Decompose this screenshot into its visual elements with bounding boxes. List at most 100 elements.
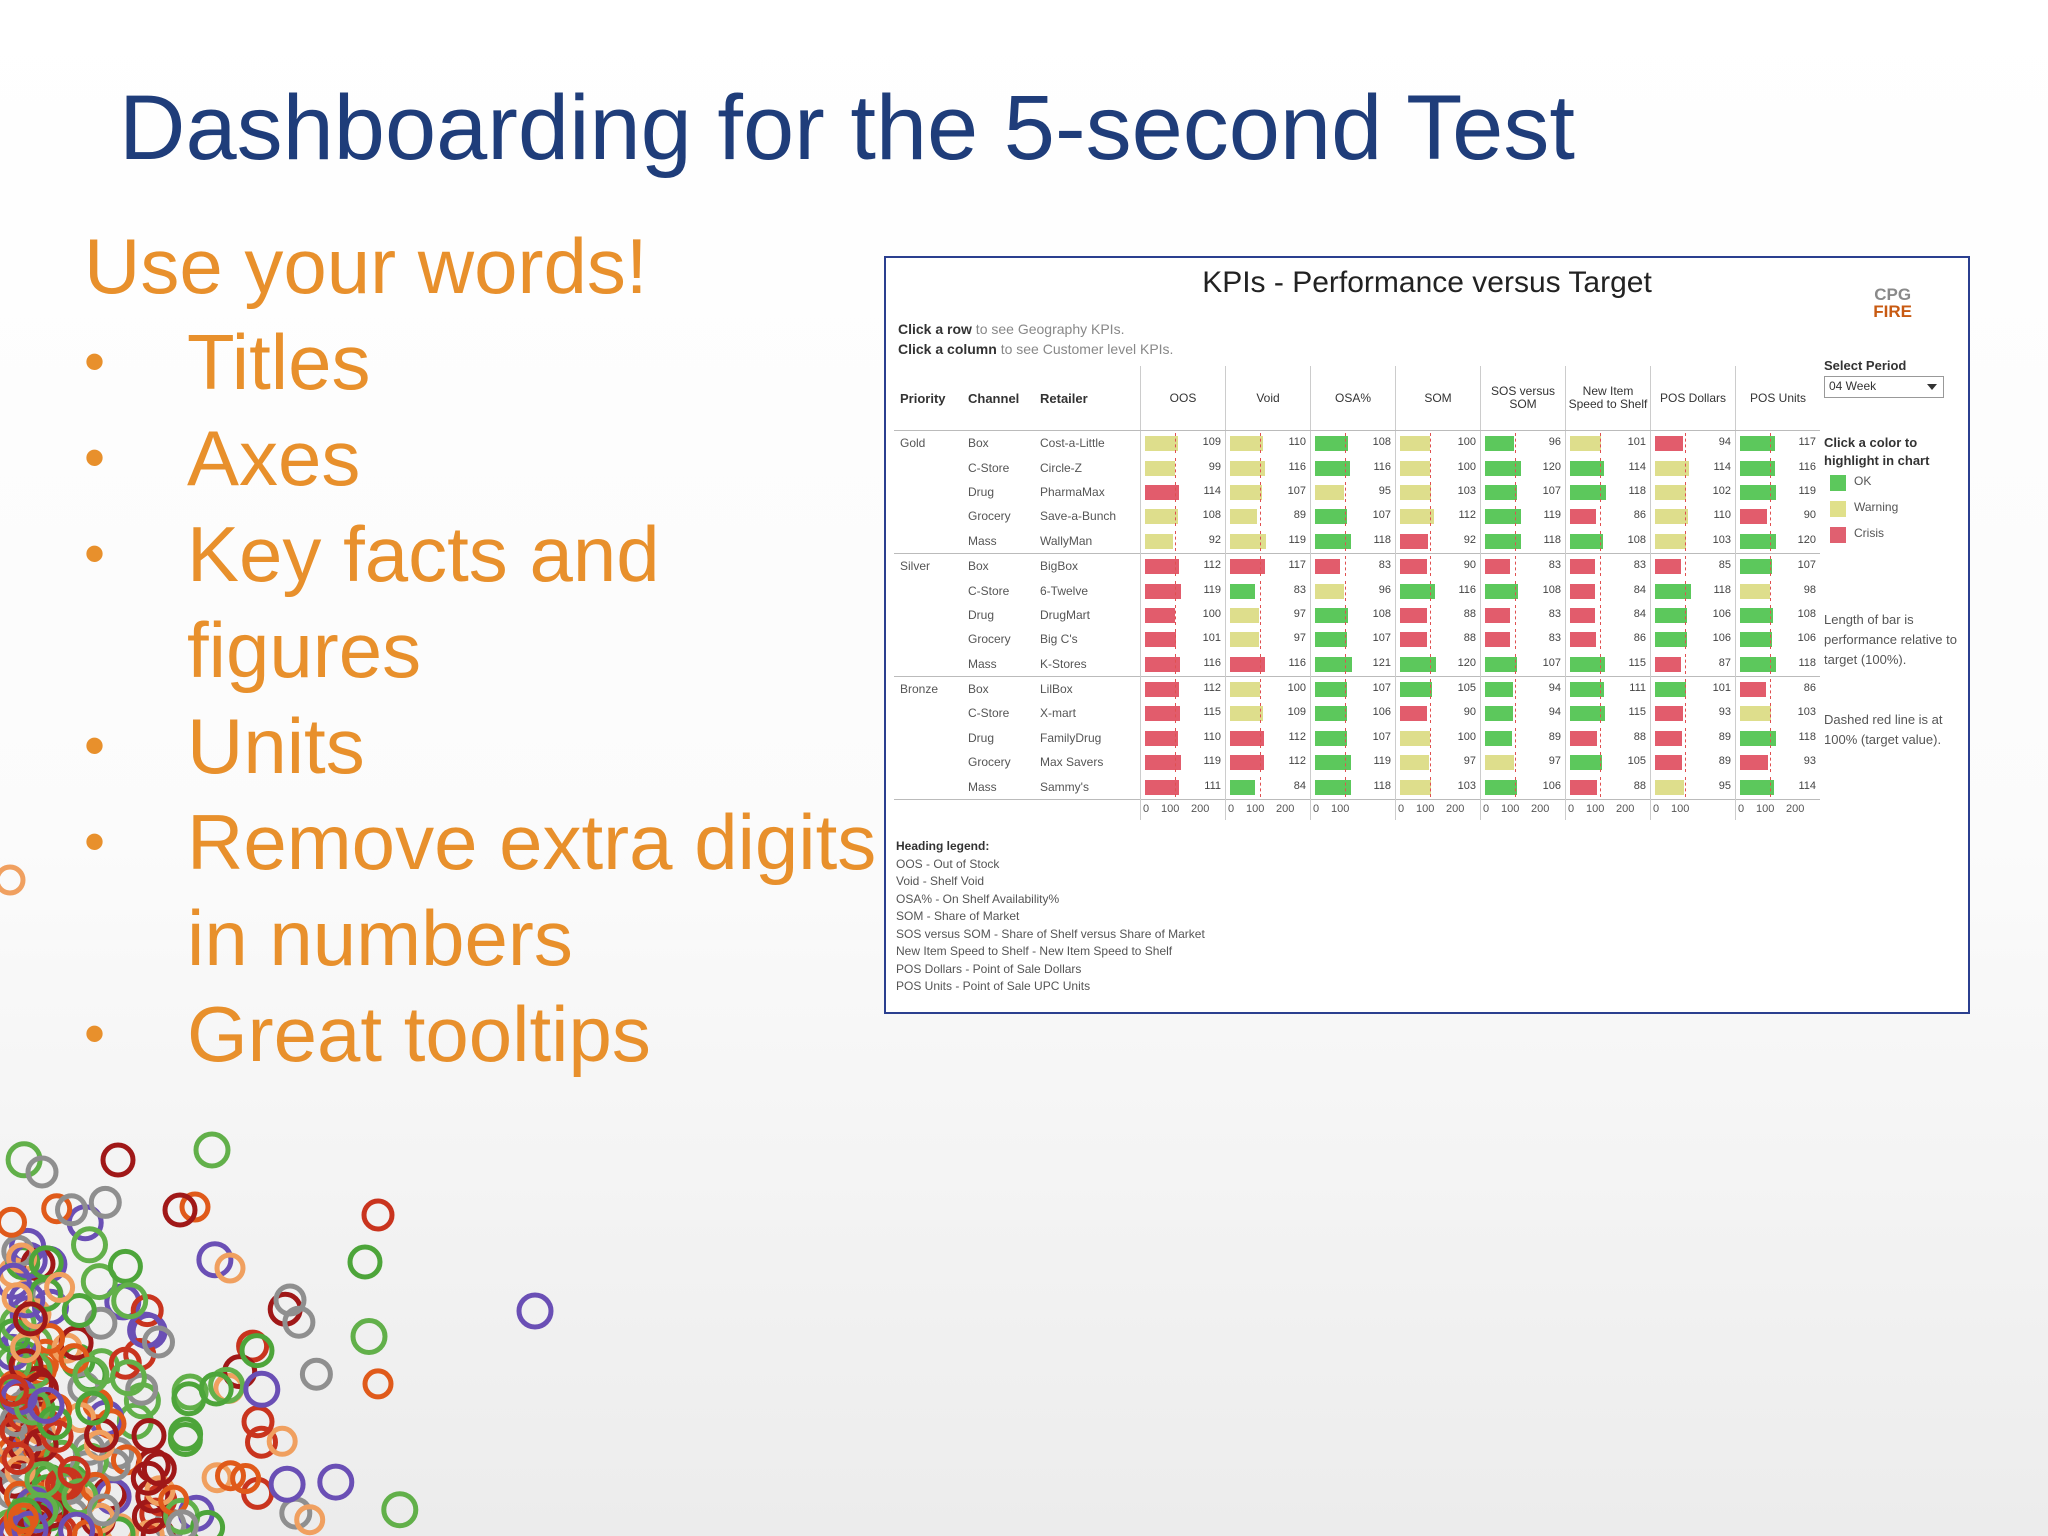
metric-cell[interactable]: 87 (1650, 651, 1736, 677)
metric-cell[interactable]: 100 (1395, 725, 1481, 751)
metric-cell[interactable]: 115 (1565, 651, 1651, 677)
metric-cell[interactable]: 118 (1735, 651, 1820, 677)
col-metric[interactable]: SOS versus SOM (1480, 366, 1566, 431)
metric-cell[interactable]: 92 (1395, 528, 1481, 554)
col-metric[interactable]: POS Dollars (1650, 366, 1736, 431)
metric-cell[interactable]: 83 (1565, 552, 1651, 579)
metric-cell[interactable]: 94 (1650, 430, 1736, 456)
metric-cell[interactable]: 110 (1225, 430, 1311, 456)
col-channel[interactable]: Channel (962, 366, 1034, 431)
metric-cell[interactable]: 88 (1565, 725, 1651, 751)
metric-cell[interactable]: 107 (1480, 479, 1566, 505)
metric-cell[interactable]: 90 (1395, 701, 1481, 726)
metric-cell[interactable]: 118 (1310, 774, 1396, 800)
metric-cell[interactable]: 103 (1735, 701, 1820, 726)
metric-cell[interactable]: 83 (1480, 602, 1566, 628)
metric-cell[interactable]: 89 (1225, 504, 1311, 529)
metric-cell[interactable]: 114 (1140, 479, 1226, 505)
metric-cell[interactable]: 106 (1310, 701, 1396, 726)
metric-cell[interactable]: 119 (1480, 504, 1566, 529)
metric-cell[interactable]: 116 (1310, 455, 1396, 480)
table-row[interactable]: Grocery Big C's 101 97 107 88 83 86 106 106 (894, 627, 1820, 652)
metric-cell[interactable]: 101 (1140, 627, 1226, 652)
metric-cell[interactable]: 117 (1225, 552, 1311, 579)
metric-cell[interactable]: 90 (1735, 504, 1820, 529)
metric-cell[interactable]: 110 (1650, 504, 1736, 529)
metric-cell[interactable]: 112 (1140, 552, 1226, 579)
metric-cell[interactable]: 94 (1480, 675, 1566, 702)
metric-cell[interactable]: 93 (1650, 701, 1736, 726)
metric-cell[interactable]: 107 (1480, 651, 1566, 677)
metric-cell[interactable]: 120 (1735, 528, 1820, 554)
metric-cell[interactable]: 112 (1225, 725, 1311, 751)
metric-cell[interactable]: 116 (1735, 455, 1820, 480)
col-priority[interactable]: Priority (894, 366, 962, 431)
table-row[interactable]: Silver Box BigBox 112 117 83 90 83 83 85 107 (894, 552, 1820, 579)
metric-cell[interactable]: 106 (1650, 627, 1736, 652)
metric-cell[interactable]: 107 (1310, 725, 1396, 751)
metric-cell[interactable]: 84 (1565, 602, 1651, 628)
metric-cell[interactable]: 92 (1140, 528, 1226, 554)
table-row[interactable]: Bronze Box LilBox 112 100 107 105 94 111 101 86 (894, 675, 1820, 702)
metric-cell[interactable]: 115 (1140, 701, 1226, 726)
col-metric[interactable]: OSA% (1310, 366, 1396, 431)
metric-cell[interactable]: 118 (1650, 578, 1736, 603)
table-row[interactable]: Drug DrugMart 100 97 108 88 83 84 106 108 (894, 602, 1820, 628)
metric-cell[interactable]: 119 (1140, 750, 1226, 775)
metric-cell[interactable]: 106 (1480, 774, 1566, 800)
metric-cell[interactable]: 119 (1735, 479, 1820, 505)
metric-cell[interactable]: 100 (1395, 455, 1481, 480)
metric-cell[interactable]: 118 (1310, 528, 1396, 554)
metric-cell[interactable]: 116 (1140, 651, 1226, 677)
col-metric[interactable]: New Item Speed to Shelf (1565, 366, 1651, 431)
metric-cell[interactable]: 116 (1225, 455, 1311, 480)
metric-cell[interactable]: 114 (1650, 455, 1736, 480)
metric-cell[interactable]: 97 (1480, 750, 1566, 775)
metric-cell[interactable]: 100 (1140, 602, 1226, 628)
col-metric[interactable]: Void (1225, 366, 1311, 431)
metric-cell[interactable]: 118 (1735, 725, 1820, 751)
metric-cell[interactable]: 89 (1650, 750, 1736, 775)
metric-cell[interactable]: 115 (1565, 701, 1651, 726)
metric-cell[interactable]: 89 (1480, 725, 1566, 751)
metric-cell[interactable]: 97 (1225, 602, 1311, 628)
metric-cell[interactable]: 108 (1565, 528, 1651, 554)
table-row[interactable]: Drug PharmaMax 114 107 95 103 107 118 102 119 (894, 479, 1820, 505)
metric-cell[interactable]: 90 (1395, 552, 1481, 579)
metric-cell[interactable]: 108 (1140, 504, 1226, 529)
table-row[interactable]: Grocery Save-a-Bunch 108 89 107 112 119 86 110 90 (894, 504, 1820, 529)
period-dropdown[interactable]: 04 Week (1824, 376, 1944, 398)
metric-cell[interactable]: 119 (1310, 750, 1396, 775)
metric-cell[interactable]: 83 (1480, 552, 1566, 579)
metric-cell[interactable]: 120 (1480, 455, 1566, 480)
legend-ok[interactable]: OK (1830, 474, 1871, 491)
legend-warning[interactable]: Warning (1830, 500, 1898, 517)
metric-cell[interactable]: 83 (1310, 552, 1396, 579)
metric-cell[interactable]: 107 (1225, 479, 1311, 505)
table-row[interactable]: C-Store 6-Twelve 119 83 96 116 108 84 118 98 (894, 578, 1820, 603)
metric-cell[interactable]: 85 (1650, 552, 1736, 579)
metric-cell[interactable]: 84 (1225, 774, 1311, 800)
metric-cell[interactable]: 88 (1395, 602, 1481, 628)
metric-cell[interactable]: 83 (1480, 627, 1566, 652)
metric-cell[interactable]: 112 (1225, 750, 1311, 775)
metric-cell[interactable]: 120 (1395, 651, 1481, 677)
table-row[interactable]: Mass K-Stores 116 116 121 120 107 115 87 118 (894, 651, 1820, 677)
metric-cell[interactable]: 88 (1395, 627, 1481, 652)
metric-cell[interactable]: 83 (1225, 578, 1311, 603)
metric-cell[interactable]: 101 (1565, 430, 1651, 456)
metric-cell[interactable]: 107 (1310, 627, 1396, 652)
metric-cell[interactable]: 111 (1565, 675, 1651, 702)
metric-cell[interactable]: 116 (1225, 651, 1311, 677)
metric-cell[interactable]: 105 (1395, 675, 1481, 702)
metric-cell[interactable]: 86 (1565, 504, 1651, 529)
metric-cell[interactable]: 88 (1565, 774, 1651, 800)
table-row[interactable]: Mass WallyMan 92 119 118 92 118 108 103 120 (894, 528, 1820, 554)
table-row[interactable]: Grocery Max Savers 119 112 119 97 97 105 89 93 (894, 750, 1820, 775)
legend-crisis[interactable]: Crisis (1830, 526, 1884, 543)
col-metric[interactable]: POS Units (1735, 366, 1820, 431)
metric-cell[interactable]: 106 (1735, 627, 1820, 652)
metric-cell[interactable]: 100 (1225, 675, 1311, 702)
metric-cell[interactable]: 121 (1310, 651, 1396, 677)
metric-cell[interactable]: 97 (1395, 750, 1481, 775)
